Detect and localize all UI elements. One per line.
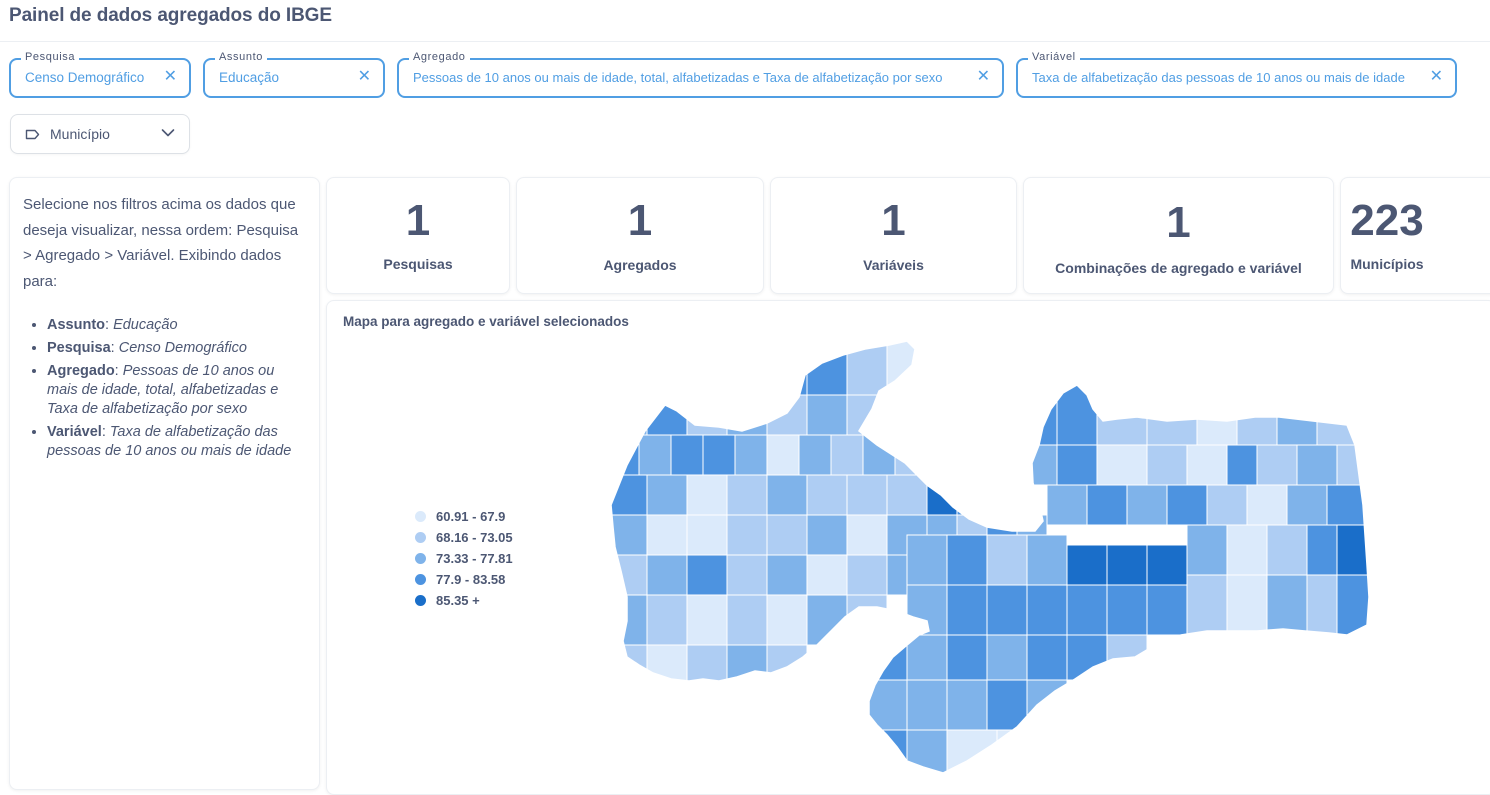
- kpi-label: Variáveis: [863, 257, 924, 273]
- filter-pesquisa[interactable]: Pesquisa Censo Demográfico ✕: [9, 51, 191, 98]
- filter-variavel[interactable]: Variável Taxa de alfabetização das pesso…: [1016, 51, 1457, 98]
- kpi-value: 223: [1350, 196, 1424, 245]
- kpi-value: 1: [1166, 198, 1191, 247]
- filter-label: Assunto: [215, 51, 267, 63]
- kpi-value: 1: [405, 196, 431, 245]
- legend-label: 68.16 - 73.05: [436, 530, 513, 545]
- legend-item: 60.91 - 67.9: [415, 506, 513, 527]
- kpi-card-pesquisas: 1 Pesquisas: [326, 177, 510, 294]
- kpi-value: 1: [627, 196, 653, 245]
- map-title: Mapa para agregado e variável selecionad…: [343, 314, 629, 329]
- legend-dot-icon: [415, 511, 426, 522]
- list-item: Pesquisa: Censo Demográfico: [47, 339, 297, 358]
- item-key: Agregado: [47, 363, 115, 379]
- filter-value: Censo Demográfico: [25, 70, 145, 85]
- info-card: Selecione nos filtros acima os dados que…: [9, 177, 320, 790]
- page-title: Painel de dados agregados do IBGE: [9, 5, 332, 26]
- legend-label: 85.35 +: [436, 593, 480, 608]
- filter-value: Pessoas de 10 anos ou mais de idade, tot…: [413, 70, 943, 85]
- legend-label: 73.33 - 77.81: [436, 551, 513, 566]
- kpi-card-combinacoes: 1 Combinações de agregado e variável: [1023, 177, 1334, 294]
- item-key: Pesquisa: [47, 340, 111, 356]
- filter-bar: Pesquisa Censo Demográfico ✕ Assunto Edu…: [0, 42, 1490, 172]
- kpi-label: Pesquisas: [383, 256, 453, 272]
- item-value: Censo Demográfico: [118, 340, 247, 356]
- kpi-label: Combinações de agregado e variável: [1055, 260, 1302, 276]
- filter-agregado[interactable]: Agregado Pessoas de 10 anos ou mais de i…: [397, 51, 1004, 98]
- info-text: Selecione nos filtros acima os dados que…: [23, 196, 299, 290]
- legend-item: 73.33 - 77.81: [415, 548, 513, 569]
- item-value: Taxa de alfabetização das pessoas de 10 …: [47, 424, 292, 459]
- close-icon[interactable]: ✕: [357, 68, 371, 85]
- item-key: Variável: [47, 424, 102, 440]
- filter-assunto[interactable]: Assunto Educação ✕: [203, 51, 385, 98]
- list-item: Assunto: Educação: [47, 316, 297, 335]
- filter-label: Pesquisa: [21, 51, 80, 63]
- list-item: Agregado: Pessoas de 10 anos ou mais de …: [47, 362, 297, 419]
- kpi-value: 1: [881, 196, 906, 245]
- select-label: Município: [50, 126, 110, 142]
- kpi-card-variaveis: 1 Variáveis: [770, 177, 1017, 294]
- filter-value: Educação: [219, 70, 280, 85]
- close-icon[interactable]: ✕: [1429, 68, 1443, 85]
- tag-icon: [25, 129, 40, 140]
- kpi-label: Agregados: [603, 257, 677, 273]
- list-item: Variável: Taxa de alfabetização das pess…: [47, 423, 297, 461]
- close-icon[interactable]: ✕: [163, 68, 177, 85]
- choropleth-map[interactable]: [607, 335, 1377, 780]
- kpi-label: Municípios: [1350, 256, 1424, 272]
- legend-item: 85.35 +: [415, 590, 513, 611]
- selection-list: Assunto: Educação Pesquisa: Censo Demogr…: [47, 316, 297, 465]
- municipio-select[interactable]: Município: [10, 114, 190, 154]
- legend-item: 68.16 - 73.05: [415, 527, 513, 548]
- filter-value: Taxa de alfabetização das pessoas de 10 …: [1032, 70, 1405, 85]
- filter-label: Agregado: [409, 51, 470, 63]
- legend-item: 77.9 - 83.58: [415, 569, 513, 590]
- item-key: Assunto: [47, 317, 105, 333]
- legend-dot-icon: [415, 595, 426, 606]
- item-value: Educação: [113, 317, 178, 333]
- kpi-card-municipios: 223 Municípios: [1340, 177, 1490, 294]
- item-value: Pessoas de 10 anos ou mais de idade, tot…: [47, 363, 279, 417]
- filter-label: Variável: [1028, 51, 1080, 63]
- legend-label: 77.9 - 83.58: [436, 572, 506, 587]
- legend-dot-icon: [415, 532, 426, 543]
- map-card: Mapa para agregado e variável selecionad…: [326, 300, 1490, 795]
- legend-label: 60.91 - 67.9: [436, 509, 506, 524]
- top-bar: Painel de dados agregados do IBGE: [0, 0, 1490, 42]
- legend-dot-icon: [415, 574, 426, 585]
- legend-dot-icon: [415, 553, 426, 564]
- close-icon[interactable]: ✕: [976, 68, 990, 85]
- chevron-down-icon: [161, 129, 175, 137]
- kpi-card-agregados: 1 Agregados: [516, 177, 764, 294]
- map-legend: 60.91 - 67.9 68.16 - 73.05 73.33 - 77.81…: [415, 506, 513, 611]
